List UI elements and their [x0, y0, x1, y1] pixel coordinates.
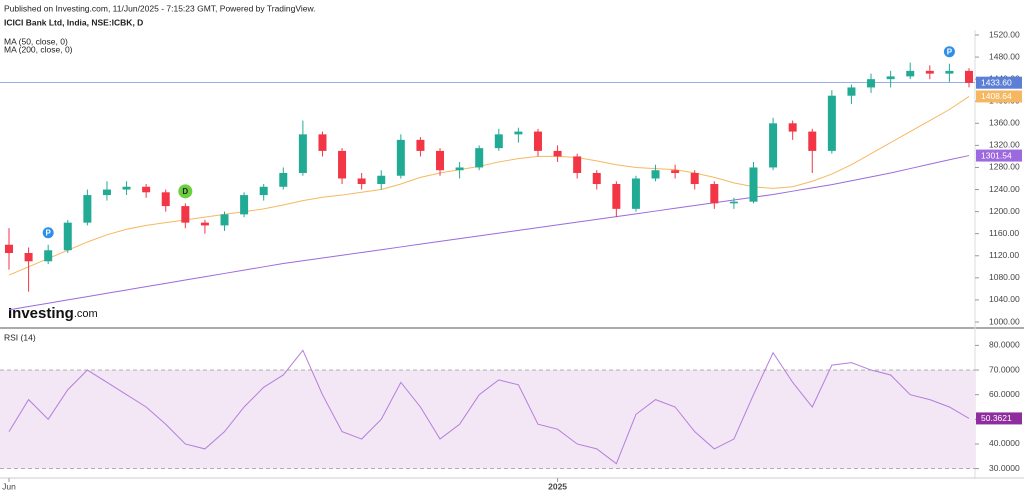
candle-body	[827, 95, 836, 151]
y-tick-label: 1280.00	[989, 162, 1020, 172]
y-tick-label: 1080.00	[989, 272, 1020, 282]
candle-body	[631, 178, 640, 209]
candle-body	[808, 131, 817, 151]
candle-body	[259, 186, 268, 196]
y-tick-label: 1480.00	[989, 51, 1020, 61]
y-tick-label: 1520.00	[989, 29, 1020, 39]
candle-body	[298, 134, 307, 173]
candle-body	[396, 139, 405, 176]
candle-body	[142, 186, 151, 193]
candle-body	[357, 178, 366, 185]
candle-body	[671, 170, 680, 173]
candle-body	[24, 253, 33, 262]
candle-body	[651, 170, 660, 179]
candle-body	[200, 222, 209, 226]
rsi-band	[0, 370, 975, 469]
y-tick-label: 1360.00	[989, 118, 1020, 128]
x-tick-label: 2025	[548, 481, 567, 491]
candle-body	[573, 156, 582, 173]
candle-body	[886, 76, 895, 80]
candle-body	[436, 150, 445, 171]
candle-body	[514, 131, 523, 135]
candle-body	[455, 167, 464, 171]
candle-body	[318, 134, 327, 151]
y-tick-label: 1200.00	[989, 206, 1020, 216]
last-value-box	[976, 149, 1022, 162]
candle-body	[945, 70, 954, 74]
candle-body	[925, 70, 934, 74]
published-note: Published on Investing.com, 11/Jun/2025 …	[4, 3, 316, 13]
event-marker	[42, 227, 54, 239]
candle-body	[377, 175, 386, 185]
event-marker-label: P	[46, 228, 52, 237]
event-marker	[178, 184, 193, 199]
last-value-box	[976, 90, 1022, 103]
last-value-label: 1301.54	[981, 150, 1012, 160]
candle-body	[533, 131, 542, 151]
y-tick-label: 1160.00	[989, 228, 1019, 238]
y-tick-label: 80.0000	[989, 340, 1020, 350]
candle-body	[240, 195, 249, 215]
candle-body	[83, 195, 92, 223]
candle-body	[122, 186, 131, 190]
candle-body	[690, 172, 699, 185]
last-value-label: 50.3621	[981, 413, 1012, 423]
candle-body	[220, 214, 229, 226]
candle-body	[788, 123, 797, 132]
candle-body	[102, 189, 111, 196]
y-tick-label: 40.0000	[989, 438, 1020, 448]
candle-body	[867, 79, 876, 88]
logo-suffix: .com	[74, 308, 98, 320]
candle-body	[612, 184, 621, 209]
candle-body	[279, 172, 288, 187]
candle-body	[161, 192, 170, 207]
candle-body	[710, 184, 719, 204]
candle-body	[181, 206, 190, 223]
y-tick-label: 1000.00	[989, 316, 1020, 326]
moving-average	[8, 96, 970, 276]
legend-ma200: MA (200, close, 0)	[4, 44, 73, 54]
candle-body	[338, 150, 347, 179]
y-tick-label: 70.0000	[989, 364, 1020, 374]
y-tick-label: 1040.00	[989, 294, 1020, 304]
y-tick-label: 1240.00	[989, 184, 1020, 194]
event-marker-label: P	[947, 47, 953, 56]
candle-body	[5, 244, 13, 254]
legend-ma50: MA (50, close, 0)	[4, 36, 68, 46]
candle-body	[475, 148, 484, 168]
candle-body	[494, 134, 503, 149]
candle-body	[769, 123, 778, 168]
y-tick-label: 1120.00	[989, 250, 1019, 260]
candle-body	[749, 167, 758, 202]
y-tick-label: 60.0000	[989, 389, 1020, 399]
symbol-title: ICICI Bank Ltd, India, NSE:ICBK, D	[4, 17, 143, 27]
candle-body	[63, 222, 72, 251]
last-value-label: 1433.60	[981, 77, 1012, 87]
last-value-box	[976, 76, 1022, 89]
candle-body	[729, 201, 738, 204]
event-marker-label: D	[182, 187, 188, 196]
candle-body	[847, 87, 856, 96]
candle-body	[44, 250, 53, 262]
rsi-line	[8, 349, 970, 465]
y-tick-label: 1320.00	[989, 140, 1020, 150]
last-value-box	[976, 412, 1022, 425]
x-tick-label: Jun	[2, 481, 16, 491]
moving-average	[8, 155, 970, 311]
rsi-title: RSI (14)	[4, 332, 36, 342]
candle-body	[906, 70, 915, 77]
candle-body	[965, 70, 973, 83]
event-marker	[943, 46, 955, 58]
candle-body	[553, 150, 562, 157]
candle-body	[416, 139, 425, 151]
last-value-label: 1408.64	[981, 91, 1012, 101]
y-tick-label: 30.0000	[989, 463, 1020, 473]
logo-brand: Investing	[8, 305, 74, 322]
candle-body	[592, 172, 601, 185]
logo: Investing.com	[8, 305, 98, 322]
